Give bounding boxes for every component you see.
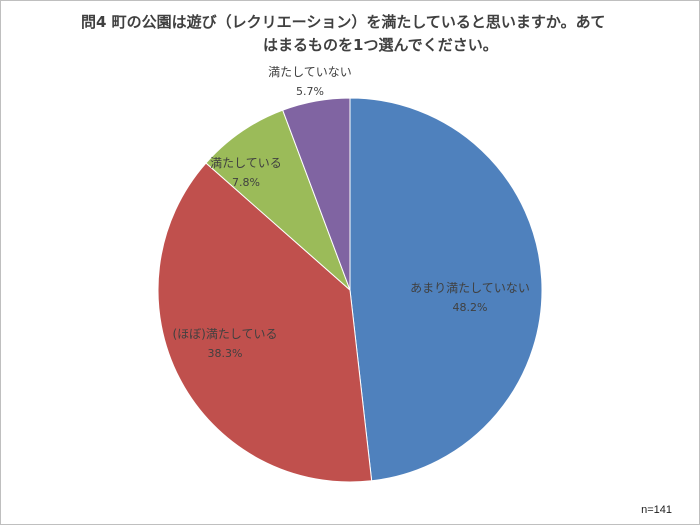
pie-slice-3 bbox=[205, 109, 351, 291]
slice-label-1: あまり満たしていない bbox=[410, 281, 530, 295]
pie-slice-4 bbox=[282, 97, 351, 291]
chart-title-line-1: 問4 町の公園は遊び（レクリエーション）を満たしていると思いますか。あて bbox=[81, 13, 606, 31]
chart-title-line-2: はまるものを1つ選んでください。 bbox=[263, 36, 498, 54]
slice-value-4: 5.7% bbox=[296, 85, 324, 98]
slice-label-3: 満たしている bbox=[210, 156, 282, 170]
sample-size-note: n=141 bbox=[641, 504, 672, 516]
chart-title: 問4 町の公園は遊び（レクリエーション）を満たしていると思いますか。あて はまる… bbox=[81, 11, 641, 57]
pie-slice-1 bbox=[349, 97, 543, 482]
slice-value-1: 48.2% bbox=[453, 301, 488, 314]
slice-label-2: (ほぼ)満たしている bbox=[172, 327, 277, 341]
slice-value-3: 7.8% bbox=[232, 176, 260, 189]
slice-label-4: 満たしていない bbox=[268, 65, 352, 79]
pie-slice-2 bbox=[157, 162, 373, 483]
slice-value-2: 38.3% bbox=[208, 347, 243, 360]
